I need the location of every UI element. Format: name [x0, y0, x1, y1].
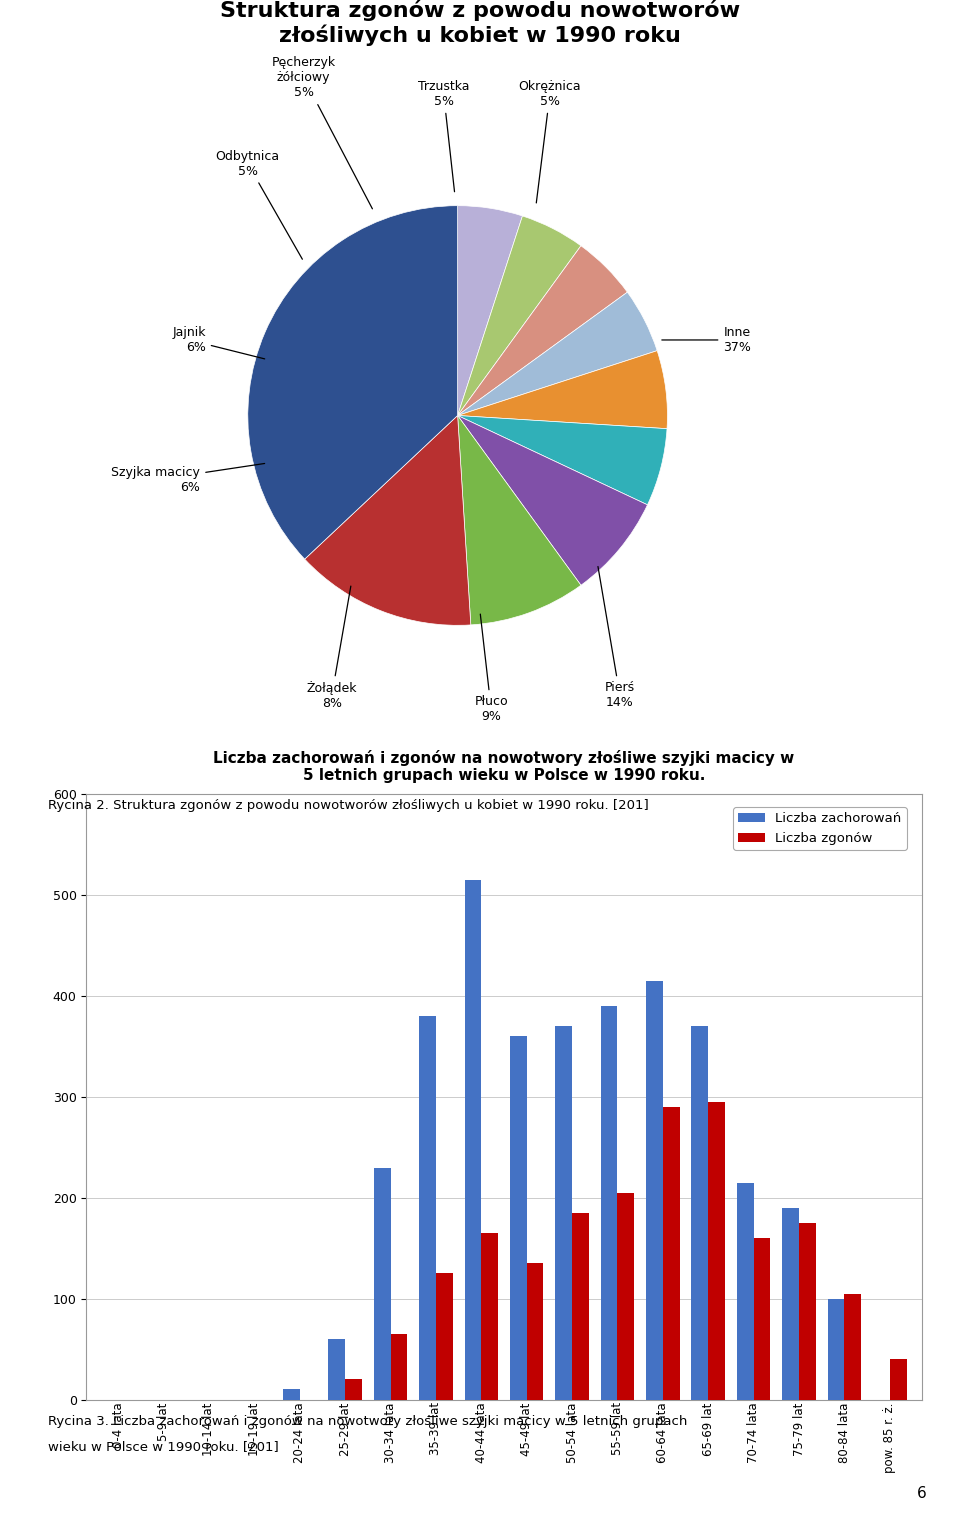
Bar	[527, 1263, 543, 1400]
Title: Struktura zgonów z powodu nowotworów
złośliwych u kobiet w 1990 roku: Struktura zgonów z powodu nowotworów zło…	[220, 0, 740, 45]
Bar	[328, 1339, 346, 1400]
Bar	[572, 1213, 588, 1400]
Bar	[646, 980, 662, 1400]
Wedge shape	[304, 416, 470, 625]
Text: Pęcherzyk
żółciowy
5%: Pęcherzyk żółciowy 5%	[272, 56, 372, 209]
Bar	[754, 1238, 771, 1400]
Bar	[617, 1192, 635, 1400]
Bar	[828, 1298, 845, 1400]
Bar	[601, 1006, 617, 1400]
Text: 6: 6	[917, 1486, 926, 1501]
Legend: Liczba zachorowań, Liczba zgonów: Liczba zachorowań, Liczba zgonów	[732, 806, 906, 850]
Wedge shape	[458, 351, 667, 428]
Bar	[737, 1183, 754, 1400]
Wedge shape	[458, 416, 581, 625]
Bar	[420, 1017, 436, 1400]
Bar	[510, 1036, 527, 1400]
Text: Odbytnica
5%: Odbytnica 5%	[216, 150, 302, 259]
Bar	[708, 1101, 725, 1400]
Text: Płuco
9%: Płuco 9%	[474, 614, 508, 723]
Text: Inne
37%: Inne 37%	[661, 325, 752, 354]
Bar	[662, 1108, 680, 1400]
Text: Szyjka macicy
6%: Szyjka macicy 6%	[111, 463, 265, 493]
Wedge shape	[458, 416, 667, 505]
Text: Pierś
14%: Pierś 14%	[598, 566, 635, 710]
Wedge shape	[458, 245, 628, 416]
Text: Trzustka
5%: Trzustka 5%	[418, 80, 469, 192]
Bar	[436, 1274, 453, 1400]
Wedge shape	[458, 416, 647, 586]
Title: Liczba zachorowań i zgonów na nowotwory złośliwe szyjki macicy w
5 letnich grupa: Liczba zachorowań i zgonów na nowotwory …	[213, 750, 795, 784]
Text: Rycina 2. Struktura zgonów z powodu nowotworów złośliwych u kobiet w 1990 roku. : Rycina 2. Struktura zgonów z powodu nowo…	[48, 799, 649, 812]
Text: Jajnik
6%: Jajnik 6%	[173, 325, 265, 359]
Text: Okrężnica
5%: Okrężnica 5%	[518, 80, 581, 203]
Bar	[890, 1359, 906, 1400]
Wedge shape	[458, 292, 658, 416]
Wedge shape	[458, 206, 522, 416]
Bar	[845, 1294, 861, 1400]
Bar	[799, 1223, 816, 1400]
Text: Żołądek
8%: Żołądek 8%	[306, 586, 357, 710]
Text: wieku w Polsce w 1990 roku. [201]: wieku w Polsce w 1990 roku. [201]	[48, 1440, 278, 1454]
Bar	[346, 1380, 362, 1400]
Wedge shape	[458, 216, 581, 416]
Text: Rycina 3. Liczba zachorowań i zgonów na nowotwory złośliwe szyjki macicy w 5 let: Rycina 3. Liczba zachorowań i zgonów na …	[48, 1415, 687, 1428]
Bar	[465, 881, 481, 1400]
Bar	[555, 1026, 572, 1400]
Bar	[481, 1233, 498, 1400]
Bar	[391, 1334, 407, 1400]
Bar	[373, 1168, 391, 1400]
Bar	[283, 1389, 300, 1400]
Bar	[691, 1026, 708, 1400]
Wedge shape	[248, 206, 458, 560]
Bar	[782, 1207, 799, 1400]
